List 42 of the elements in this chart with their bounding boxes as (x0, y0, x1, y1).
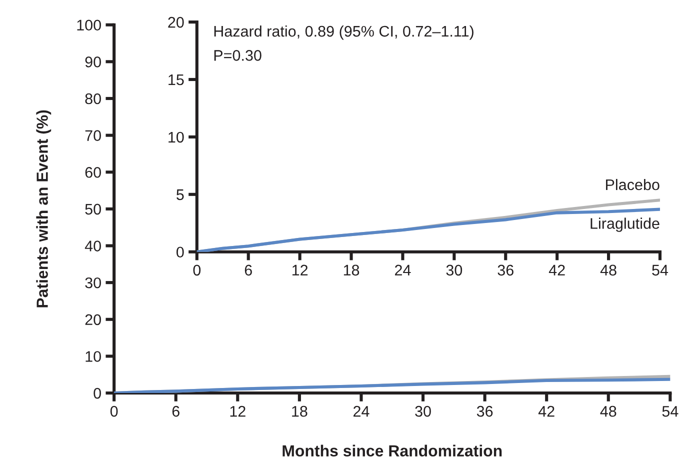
y-tick-label: 15 (168, 74, 184, 86)
y-tick-label: 80 (85, 93, 101, 104)
y-tick-label: 20 (168, 16, 184, 28)
y-tick-label: 40 (84, 240, 101, 252)
x-tick-label: 42 (538, 406, 554, 417)
y-tick-label: 0 (176, 246, 184, 258)
y-tick-label: 70 (85, 130, 101, 141)
x-tick-label: 24 (354, 406, 370, 417)
x-tick-label: 6 (172, 406, 180, 417)
y-tick-label: 10 (86, 351, 101, 362)
y-axis-title: Patients with an Event (%) (36, 110, 52, 308)
x-tick-label: 36 (498, 264, 514, 276)
x-tick-label: 42 (548, 264, 565, 276)
x-tick-label: 18 (344, 264, 360, 276)
y-tick-label: 0 (94, 388, 101, 399)
x-tick-label: 36 (476, 406, 493, 417)
y-tick-label: 100 (77, 20, 101, 31)
x-tick-label: 30 (415, 406, 431, 417)
x-tick-label: 24 (394, 264, 411, 276)
annotation: P=0.30 (214, 50, 262, 61)
x-tick-label: 18 (292, 406, 308, 417)
series-label: Liraglutide (590, 218, 660, 232)
x-tick-label: 54 (662, 406, 678, 417)
y-tick-label: 20 (85, 314, 101, 326)
x-tick-label: 48 (600, 264, 616, 276)
y-tick-label: 60 (85, 166, 101, 178)
y-tick-label: 5 (176, 189, 184, 200)
annotation: Hazard ratio, 0.89 (95% CI, 0.72–1.11) (214, 25, 474, 40)
x-tick-label: 0 (193, 264, 201, 276)
y-tick-label: 10 (168, 132, 184, 143)
x-axis-title: Months since Randomization (282, 444, 502, 456)
y-tick-label: 90 (85, 56, 101, 68)
x-tick-label: 54 (652, 264, 668, 276)
y-tick-label: 50 (85, 204, 101, 215)
x-tick-label: 48 (600, 406, 616, 417)
x-tick-label: 0 (110, 406, 118, 417)
x-tick-label: 12 (292, 264, 308, 276)
y-tick-label: 30 (85, 277, 101, 288)
x-tick-label: 12 (230, 406, 246, 417)
x-tick-label: 30 (446, 264, 462, 276)
x-tick-label: 6 (244, 264, 252, 276)
series-label: Placebo (606, 178, 660, 190)
